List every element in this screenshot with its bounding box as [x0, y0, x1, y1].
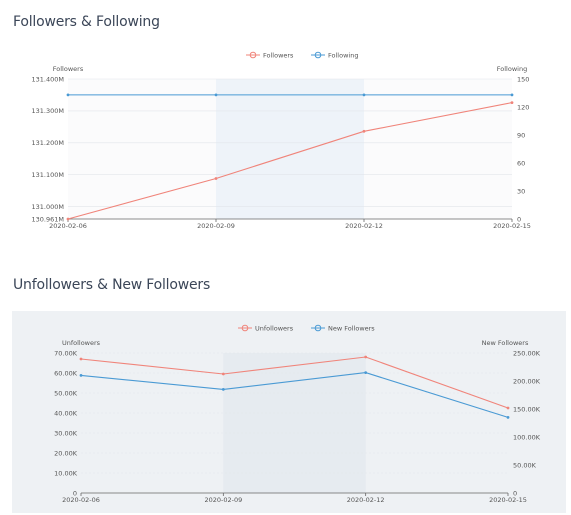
left-tick-label: 70.00K	[54, 349, 78, 357]
right-tick-label: 150	[517, 75, 529, 83]
unfollowers-new-followers-chart: 70.00K 60.00K 50.00K 40.00K 30.00K 20.00K 10.0…	[54, 324, 541, 504]
unfollowers-new-followers-title: Unfollowers & New Followers	[13, 277, 211, 293]
data-point	[506, 406, 510, 410]
left-tick-label: 60.00K	[54, 369, 78, 377]
right-tick-label: 0	[517, 215, 521, 223]
left-tick-label: 130.961M	[32, 215, 65, 223]
data-point	[506, 416, 510, 419]
data-point	[221, 372, 225, 376]
data-point	[214, 93, 218, 97]
legend-marker-circle[interactable]	[241, 324, 249, 332]
legend-marker-circle[interactable]	[249, 51, 257, 59]
right-tick-label: 200.00K	[513, 377, 541, 385]
data-point	[79, 357, 83, 361]
right-axis-title: Following	[497, 65, 527, 73]
data-point	[66, 217, 70, 221]
legend-label[interactable]: Following	[328, 51, 358, 59]
x-tick-label: 2020-02-15	[489, 496, 527, 504]
data-point	[510, 93, 514, 97]
data-point	[362, 129, 366, 133]
left-tick-label: 131.200M	[32, 139, 65, 147]
right-tick-label: 0	[513, 489, 517, 497]
x-tick-label: 2020-02-06	[49, 222, 87, 230]
data-point	[214, 177, 218, 180]
data-point	[221, 388, 225, 391]
right-tick-label: 60	[517, 159, 525, 167]
right-tick-label: 150.00K	[513, 405, 541, 413]
shaded-band	[216, 79, 364, 219]
x-tick-label: 2020-02-12	[347, 496, 385, 504]
right-axis-title: New Followers	[482, 339, 529, 347]
series-line-new-followers	[80, 372, 509, 418]
data-point	[66, 93, 70, 97]
left-axis-title: Followers	[53, 65, 84, 73]
left-tick-label: 20.00K	[54, 449, 78, 457]
legend-label[interactable]: New Followers	[328, 324, 375, 332]
followers-following-title: Followers & Following	[13, 14, 160, 30]
x-tick-label: 2020-02-09	[197, 222, 235, 230]
data-point	[364, 371, 368, 374]
legend-marker-circle[interactable]	[314, 324, 322, 332]
right-tick-label: 50.00K	[513, 461, 537, 469]
left-tick-label: 10.00K	[54, 469, 78, 477]
legend-marker-circle[interactable]	[314, 51, 322, 59]
left-tick-label: 0	[73, 489, 77, 497]
data-point	[364, 355, 368, 359]
left-tick-label: 131.000M	[32, 203, 65, 211]
data-point	[510, 101, 514, 104]
series-line-followers	[67, 102, 513, 220]
series-line-unfollowers	[80, 356, 509, 409]
left-tick-label: 131.400M	[32, 75, 65, 83]
left-tick-label: 50.00K	[54, 389, 78, 397]
x-tick-label: 2020-02-12	[345, 222, 383, 230]
left-tick-label: 40.00K	[54, 409, 78, 417]
left-axis-title: Unfollowers	[62, 339, 101, 347]
right-tick-label: 90	[517, 131, 525, 139]
left-tick-label: 131.300M	[32, 107, 65, 115]
x-tick-label: 2020-02-15	[493, 222, 531, 230]
right-tick-label: 100.00K	[513, 433, 541, 441]
unfollowers-chart-panel: 70.00K 60.00K 50.00K 40.00K 30.00K 20.00K 10.0…	[12, 311, 566, 513]
right-tick-label: 250.00K	[513, 349, 541, 357]
right-tick-label: 30	[517, 187, 525, 195]
data-point	[79, 374, 83, 377]
legend-label[interactable]: Followers	[263, 51, 294, 59]
followers-following-chart: 131.400M 131.300M 131.200M 131.100M 131.000M…	[32, 51, 531, 230]
x-tick-label: 2020-02-06	[62, 496, 100, 504]
left-tick-label: 131.100M	[32, 171, 65, 179]
legend-label[interactable]: Unfollowers	[255, 324, 294, 332]
left-tick-label: 30.00K	[54, 429, 78, 437]
right-tick-label: 120	[517, 103, 529, 111]
x-tick-label: 2020-02-09	[204, 496, 242, 504]
shaded-band	[223, 353, 366, 493]
data-point	[362, 93, 366, 97]
